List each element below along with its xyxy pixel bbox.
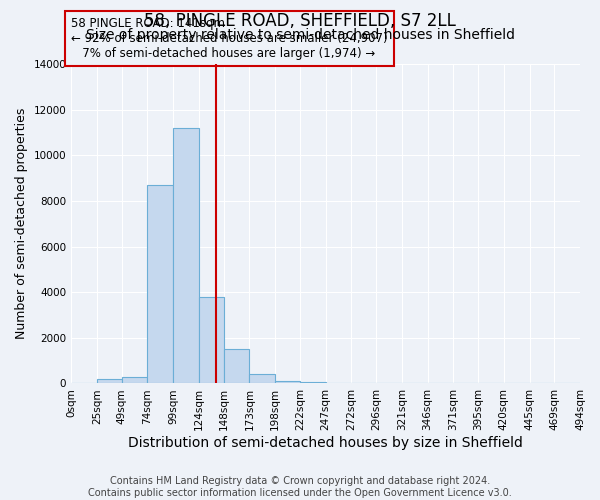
Y-axis label: Number of semi-detached properties: Number of semi-detached properties bbox=[15, 108, 28, 340]
Text: 58, PINGLE ROAD, SHEFFIELD, S7 2LL: 58, PINGLE ROAD, SHEFFIELD, S7 2LL bbox=[144, 12, 456, 30]
Bar bbox=[148, 185, 173, 384]
Bar bbox=[97, 379, 122, 384]
Bar bbox=[300, 382, 326, 384]
Bar bbox=[199, 296, 224, 384]
Bar bbox=[224, 349, 250, 384]
Text: Contains HM Land Registry data © Crown copyright and database right 2024.
Contai: Contains HM Land Registry data © Crown c… bbox=[88, 476, 512, 498]
Bar bbox=[250, 374, 275, 384]
Bar bbox=[122, 376, 148, 384]
Text: Size of property relative to semi-detached houses in Sheffield: Size of property relative to semi-detach… bbox=[86, 28, 515, 42]
Bar bbox=[275, 381, 300, 384]
X-axis label: Distribution of semi-detached houses by size in Sheffield: Distribution of semi-detached houses by … bbox=[128, 436, 523, 450]
Text: 58 PINGLE ROAD: 141sqm
← 92% of semi-detached houses are smaller (24,907)
   7% : 58 PINGLE ROAD: 141sqm ← 92% of semi-det… bbox=[71, 17, 388, 60]
Bar bbox=[173, 128, 199, 384]
